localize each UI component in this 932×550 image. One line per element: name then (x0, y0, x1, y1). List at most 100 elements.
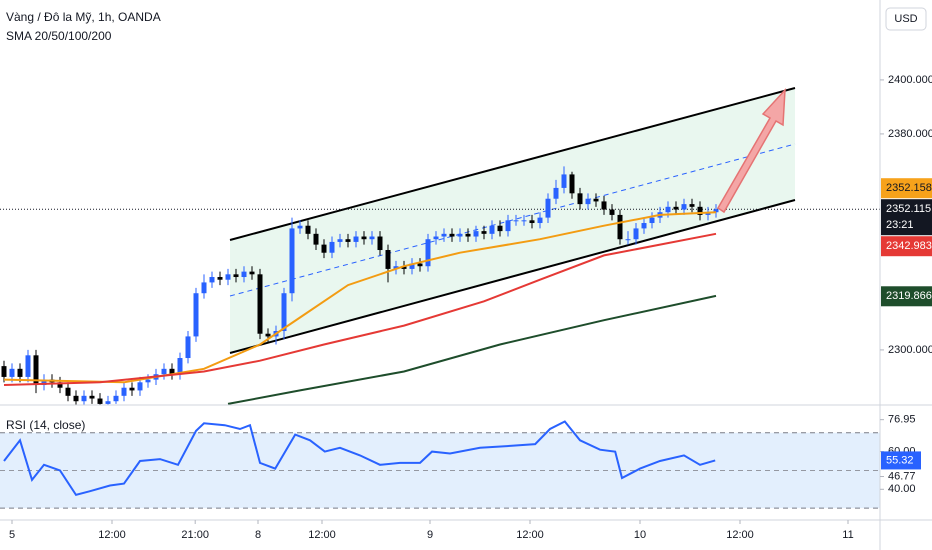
candle-body (481, 231, 487, 234)
y-tick-label: 76.95 (888, 414, 916, 426)
rsi-title: RSI (14, close) (6, 418, 85, 432)
y-tick-label: 2300.000 (888, 344, 932, 356)
candle-body (225, 274, 231, 280)
candle-body (161, 368, 167, 375)
candle-body (585, 198, 591, 205)
last-price: 2352.115 (886, 203, 931, 215)
drawings (229, 87, 796, 354)
candle-body (521, 220, 527, 222)
countdown: 23:21 (886, 219, 914, 231)
candle-body (361, 236, 367, 240)
candle-body (425, 239, 431, 267)
candle-body (249, 271, 255, 275)
candle-body (145, 379, 151, 383)
candle-body (281, 293, 287, 332)
price-badge-label: 2352.158 (886, 182, 932, 194)
symbol-title: Vàng / Đô la Mỹ, 1h, OANDA (6, 10, 161, 24)
channel-upper (229, 87, 796, 241)
candle-body (137, 382, 143, 391)
candle-body (129, 387, 135, 391)
candle-body (561, 174, 567, 188)
candle-body (185, 336, 191, 359)
candle-body (553, 187, 559, 199)
x-tick-label: 10 (634, 529, 646, 541)
candle-body (625, 239, 631, 241)
candle-body (673, 206, 679, 210)
rsi-pane (0, 420, 880, 509)
arrow (716, 87, 786, 214)
candle-body (505, 220, 511, 232)
candle-body (177, 358, 183, 375)
candle-body (57, 382, 63, 388)
price-badge (881, 178, 932, 199)
candle-body (617, 214, 623, 240)
candle-body (593, 198, 599, 202)
line (3, 232, 717, 386)
line (3, 211, 717, 384)
candle-body (529, 220, 535, 224)
candle-body (257, 274, 263, 334)
axes: 2400.000 2380.000 2300.000 5 12:00 21:00 8 12:0… (9, 74, 932, 541)
x-tick-label: 9 (427, 529, 433, 541)
candle-body (17, 368, 23, 377)
candle-body (641, 223, 647, 229)
rsi-value: 55.32 (886, 454, 914, 466)
y-tick-label: 40.00 (888, 483, 916, 495)
candle-body (545, 198, 551, 218)
candle-body (121, 387, 127, 396)
candle-body (577, 193, 583, 205)
candle-body (41, 379, 47, 386)
candle-body (169, 368, 175, 375)
candle-body (345, 239, 351, 242)
candle-body (713, 209, 719, 213)
candle-body (297, 225, 303, 229)
y-tick-label: 46.77 (888, 470, 916, 482)
candle-body (697, 206, 703, 215)
candle-body (513, 220, 519, 222)
arrow-shape (716, 87, 786, 214)
candle-body (305, 225, 311, 234)
candle-body (105, 401, 111, 404)
currency[interactable]: USD (894, 13, 917, 25)
line (3, 420, 716, 497)
price-badge-label: 2342.983 (886, 240, 932, 252)
candle-body (537, 217, 543, 224)
x-tick-label: 11 (842, 529, 853, 541)
candle-body (209, 277, 215, 283)
candle-body (649, 217, 655, 224)
candle-body (97, 398, 103, 404)
candle-body (321, 244, 327, 253)
candle-body (569, 174, 575, 194)
line (227, 294, 717, 405)
candle-body (377, 236, 383, 251)
indicator-label: SMA 20/50/100/200 (6, 29, 112, 43)
candle-body (489, 225, 495, 234)
candle-body (329, 241, 335, 253)
candle-body (89, 395, 95, 399)
candle-body (497, 225, 503, 232)
candle-body (609, 209, 615, 215)
x-tick-label: 12:00 (726, 529, 754, 541)
x-tick-label: 5 (9, 529, 15, 541)
candle-body (33, 355, 39, 386)
x-tick-label: 8 (255, 529, 261, 541)
currency-button[interactable] (885, 7, 927, 31)
candle-body (401, 266, 407, 269)
candle-body (393, 266, 399, 269)
candle-body (65, 387, 71, 396)
candle-body (193, 293, 199, 337)
candle-body (417, 263, 423, 267)
main-pane (0, 166, 880, 405)
candle-body (313, 233, 319, 245)
x-tick-label: 12:00 (516, 529, 544, 541)
candle-body (337, 239, 343, 242)
candle-body (113, 395, 119, 402)
price-badge-label: 2319.866 (886, 290, 932, 302)
candle-body (1, 366, 7, 377)
price-badge (881, 286, 932, 307)
rsi-badge (881, 451, 921, 470)
price-badge (881, 236, 932, 257)
candle-body (457, 233, 463, 237)
candle-body (369, 236, 375, 240)
candle-body (233, 274, 239, 278)
